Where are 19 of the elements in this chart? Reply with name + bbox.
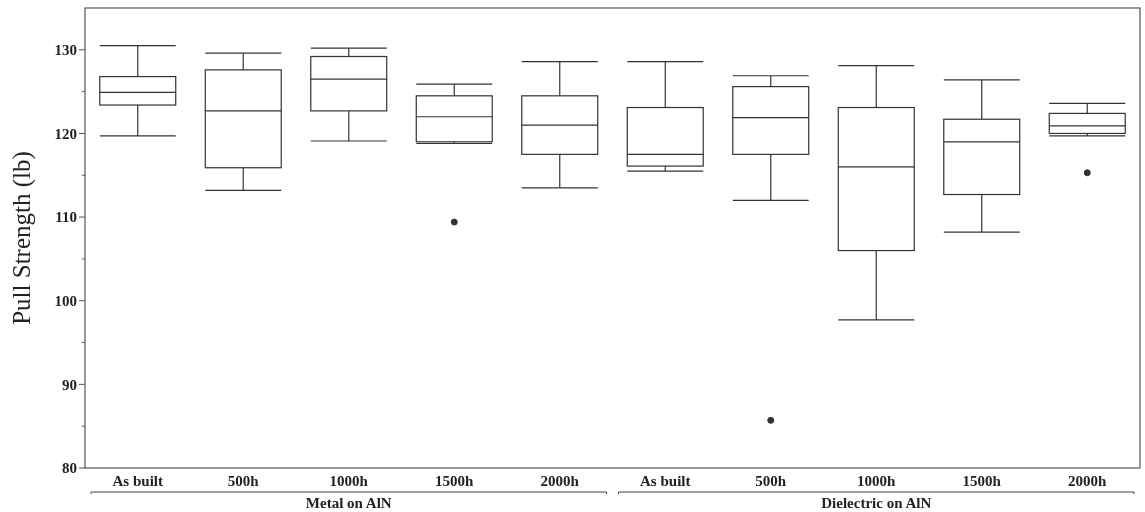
x-tick-label: As built	[112, 473, 163, 489]
x-tick-label: 1500h	[962, 473, 1002, 489]
x-tick-label: 1000h	[857, 473, 897, 489]
x-tick-label: As built	[640, 473, 691, 489]
y-tick-label: 90	[62, 376, 77, 393]
y-axis-title: Pull Strength (lb)	[8, 151, 36, 325]
x-tick-label: 2000h	[1068, 473, 1108, 489]
x-tick-label: 1500h	[435, 473, 475, 489]
y-tick-label: 130	[54, 42, 77, 59]
y-tick-label: 120	[54, 125, 77, 142]
x-tick-label: 500h	[755, 473, 787, 489]
x-tick-label: 1000h	[329, 473, 369, 489]
text: Dielectric on AlN	[821, 495, 932, 511]
y-tick-label: 110	[55, 209, 77, 226]
x-tick-label: 500h	[227, 473, 260, 489]
y-tick-label: 100	[54, 292, 77, 309]
x-tick-label: 2000h	[540, 473, 580, 489]
y-tick-label: 80	[62, 460, 77, 477]
text: Metal on AlN	[305, 495, 392, 511]
